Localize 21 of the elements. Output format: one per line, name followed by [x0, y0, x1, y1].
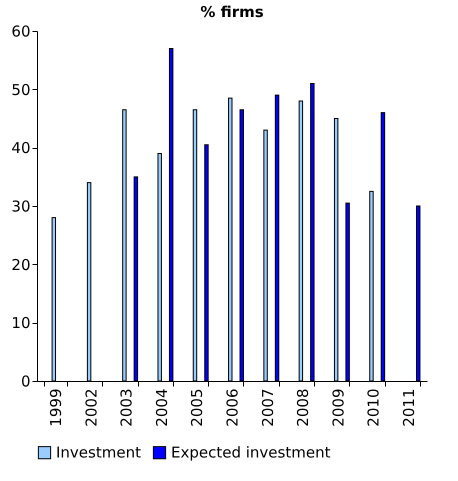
x-tick-label: 2011: [400, 388, 418, 427]
y-tick-label: 50: [11, 80, 30, 99]
x-tick-label: 1999: [47, 388, 66, 427]
x-tick-label: 2010: [364, 388, 383, 427]
x-tick-label: 2007: [258, 388, 277, 427]
x-tick-label: 2008: [294, 388, 312, 427]
x-tick-label: 2005: [188, 388, 206, 427]
y-tick-label: 20: [11, 256, 30, 274]
y-tick-label: 30: [11, 198, 30, 216]
y-tick-label: 40: [11, 139, 30, 158]
x-tick-label: 2002: [82, 388, 100, 427]
y-tick-label: 0: [20, 372, 30, 390]
y-tick-label: 10: [11, 314, 30, 332]
legend-label: Investment: [56, 444, 142, 462]
x-tick-label: 2006: [224, 388, 242, 427]
legend-label: Expected investment: [171, 444, 331, 462]
x-tick-label: 2003: [118, 388, 136, 427]
chart-title: % firms: [200, 3, 264, 21]
x-tick-label: 2009: [329, 388, 348, 427]
x-tick-label: 2004: [152, 388, 171, 427]
y-tick-label: 60: [11, 22, 30, 40]
